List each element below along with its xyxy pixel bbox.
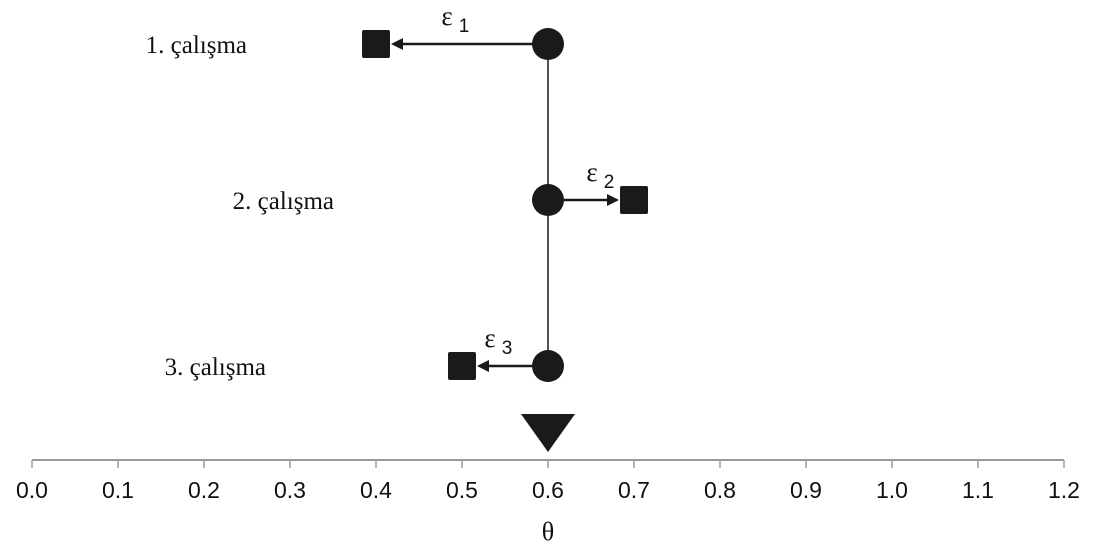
study-label: 3. çalışma bbox=[165, 354, 266, 381]
axis: 0.0 0.1 0.2 0.3 0.4 0.5 0.6 0.7 0.8 0.9 1.0 1.1 1.2 θ bbox=[16, 459, 1080, 546]
true-effect-circle bbox=[532, 28, 564, 60]
error-label: ε bbox=[586, 157, 597, 187]
tick-label: 0.2 bbox=[188, 477, 220, 503]
tick-label: 0.1 bbox=[102, 477, 134, 503]
observed-effect-square bbox=[620, 186, 648, 214]
arrow-layer bbox=[391, 38, 619, 372]
tick-label: 1.2 bbox=[1048, 477, 1080, 503]
tick-label: 0.0 bbox=[16, 477, 48, 503]
study-label: 2. çalışma bbox=[233, 188, 334, 215]
overall-effect-triangle bbox=[521, 414, 575, 452]
error-label-subscript: 2 bbox=[604, 172, 615, 193]
arrowhead-icon bbox=[391, 38, 403, 50]
observed-effect-square bbox=[362, 30, 390, 58]
tick-label: 0.7 bbox=[618, 477, 650, 503]
axis-title: θ bbox=[542, 517, 554, 546]
tick-label: 0.4 bbox=[360, 477, 392, 503]
tick-label: 0.6 bbox=[532, 477, 564, 503]
tick-label: 1.0 bbox=[876, 477, 908, 503]
marker-layer bbox=[362, 28, 648, 452]
true-effect-circle bbox=[532, 184, 564, 216]
tick-label: 1.1 bbox=[962, 477, 994, 503]
true-effect-circle bbox=[532, 350, 564, 382]
tick-label: 0.8 bbox=[704, 477, 736, 503]
observed-effect-square bbox=[448, 352, 476, 380]
error-label: ε bbox=[484, 323, 495, 353]
arrowhead-icon bbox=[607, 194, 619, 206]
error-label-subscript: 3 bbox=[502, 338, 513, 359]
tick-label: 0.9 bbox=[790, 477, 822, 503]
error-label: ε bbox=[441, 1, 452, 31]
error-label-subscript: 1 bbox=[459, 16, 470, 37]
tick-label: 0.5 bbox=[446, 477, 478, 503]
tick-label: 0.3 bbox=[274, 477, 306, 503]
arrowhead-icon bbox=[477, 360, 489, 372]
study-label: 1. çalışma bbox=[146, 32, 247, 59]
